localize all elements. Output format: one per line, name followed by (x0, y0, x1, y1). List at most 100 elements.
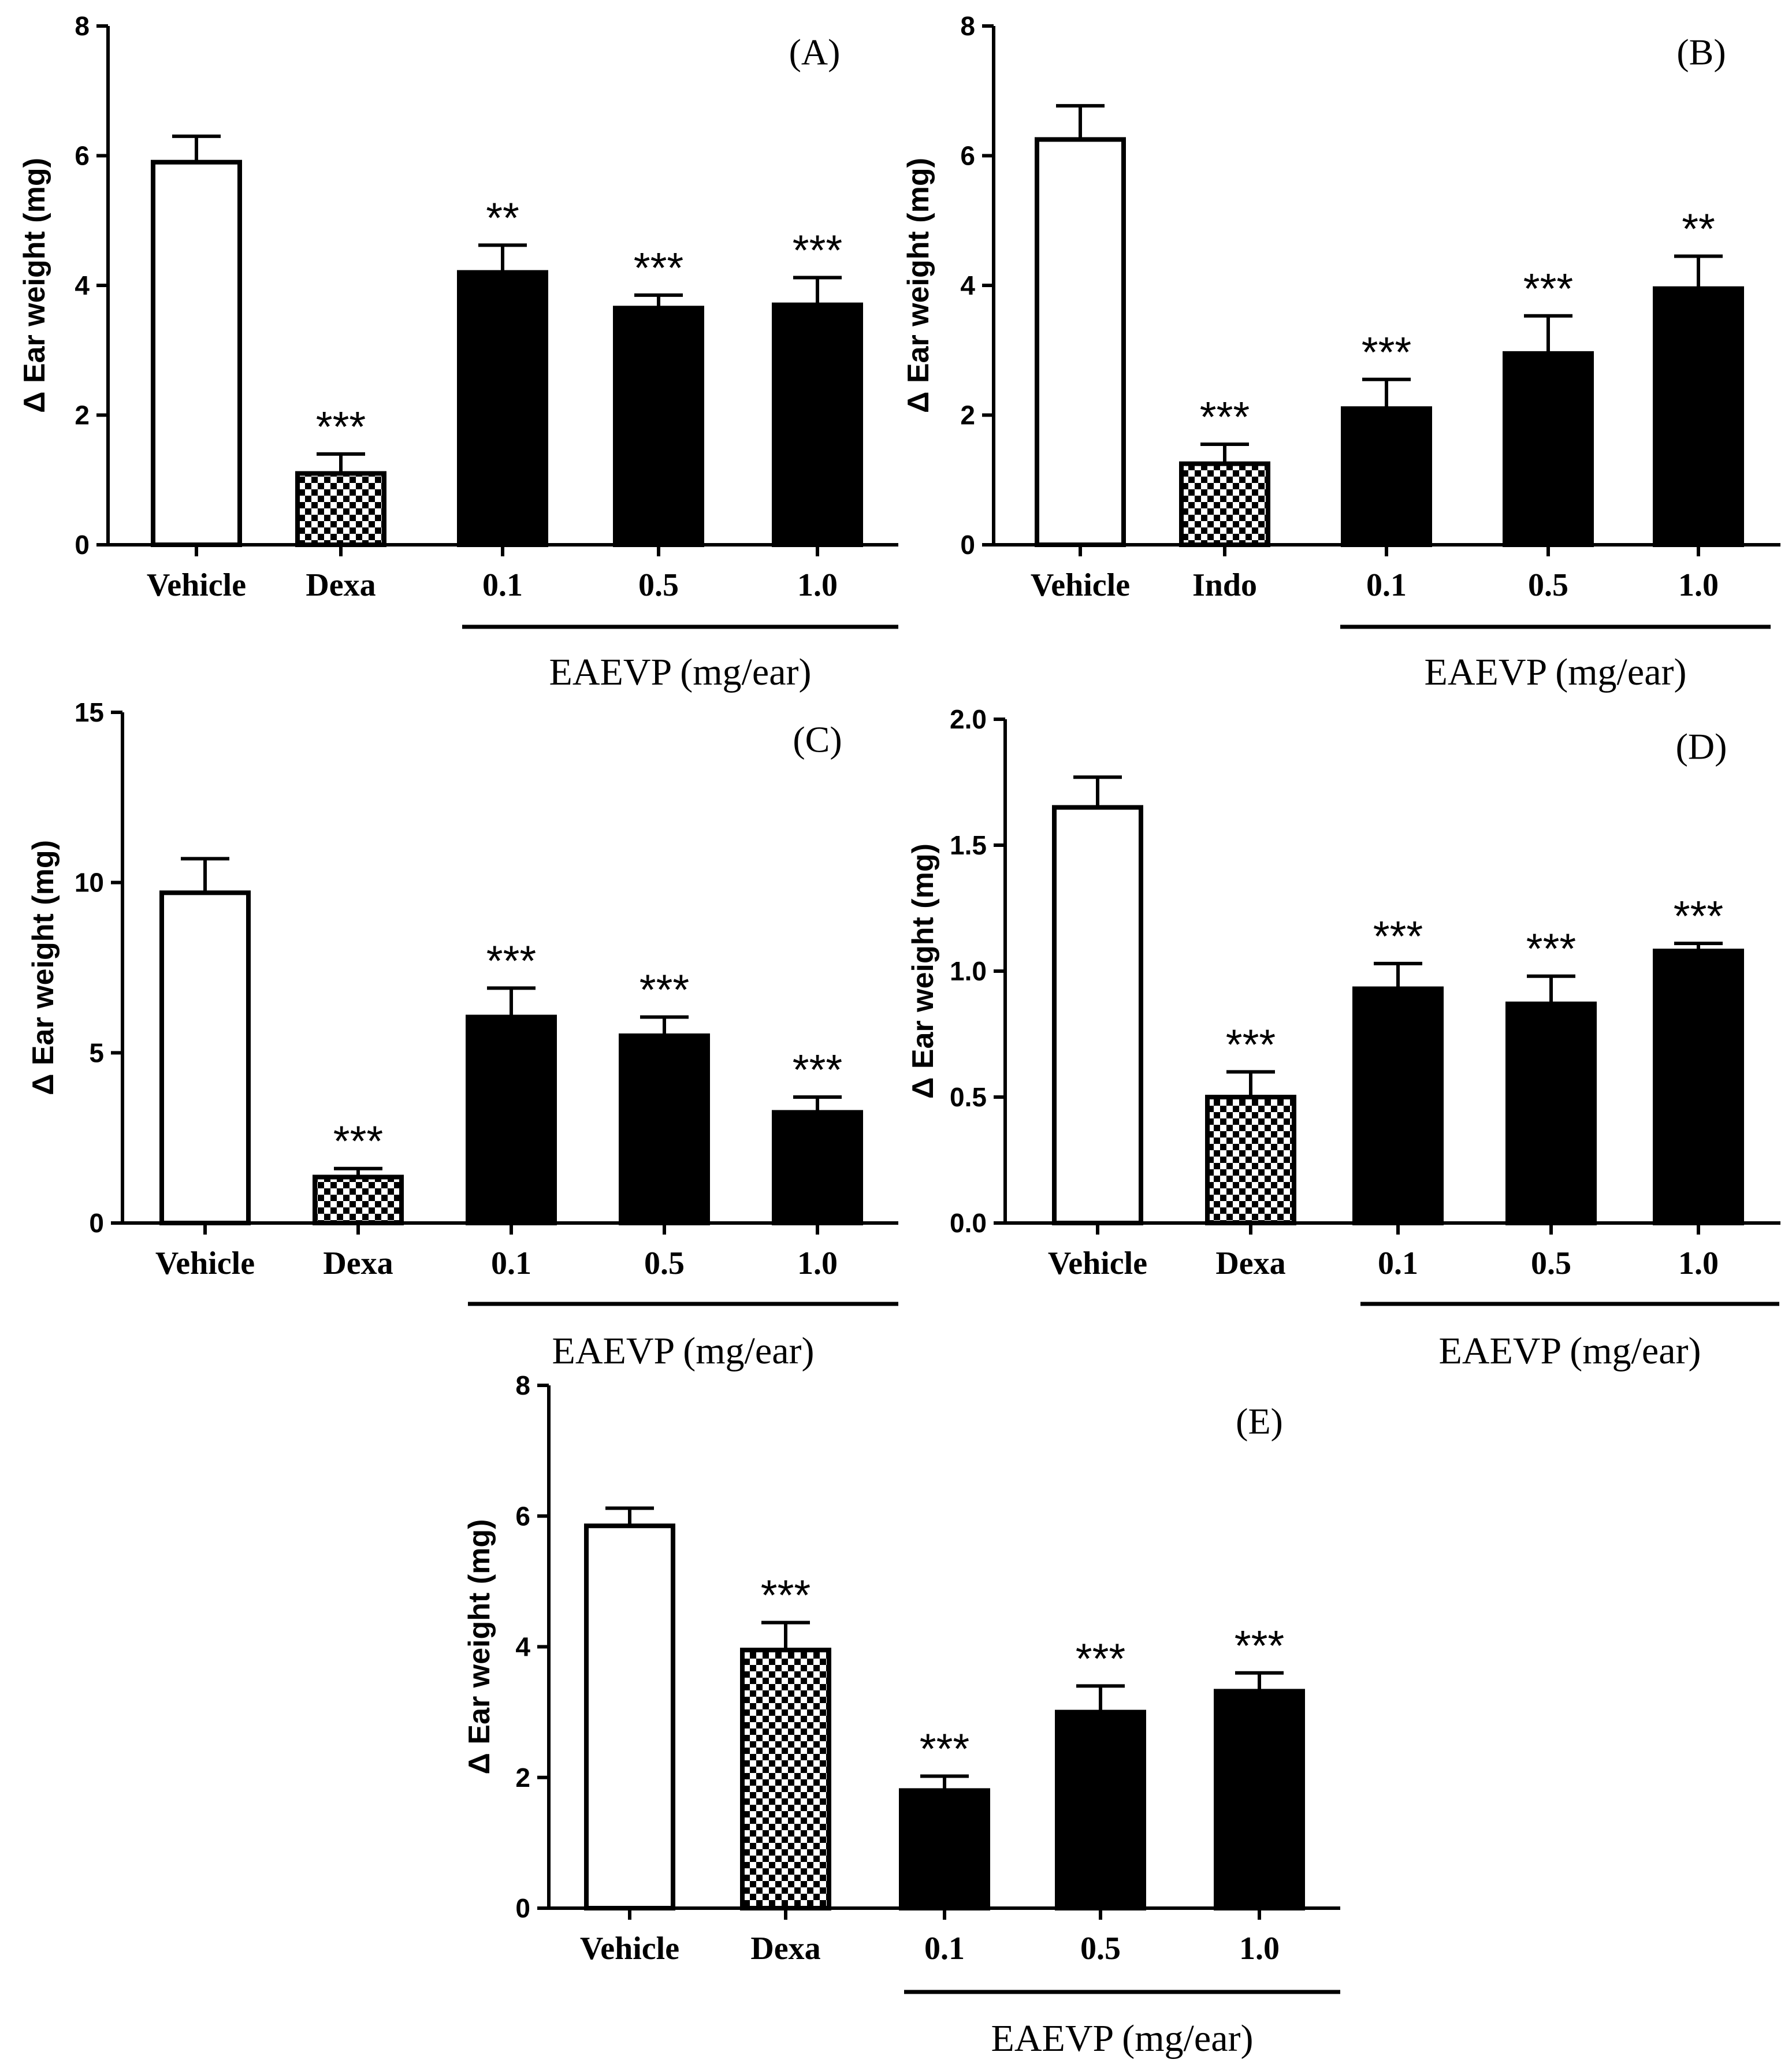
category-label: 1.0 (797, 1246, 838, 1281)
y-tick-label: 8 (75, 11, 90, 41)
panel-a: (A) 0 2 4 6 8 Δ Ear weight (mg) Vehicle *** Dexa *… (18, 11, 898, 693)
bar-0-1 (457, 270, 548, 547)
bar-dexa (1205, 1095, 1296, 1225)
y-tick-label: 0 (960, 530, 975, 560)
significance-mark: *** (1226, 1020, 1276, 1068)
category-label: 1.0 (797, 567, 838, 603)
bar-1-0 (1214, 1689, 1305, 1911)
category-label: 0.5 (644, 1246, 685, 1281)
bar-0-1 (1341, 406, 1432, 548)
significance-mark: *** (1523, 265, 1573, 313)
bar-dexa (313, 1174, 404, 1225)
panel-label: (C) (793, 719, 842, 760)
bar-vehicle (159, 890, 251, 1225)
significance-mark: *** (793, 1046, 842, 1094)
category-label: 1.0 (1239, 1931, 1280, 1967)
category-label: Dexa (750, 1931, 820, 1967)
category-label: 0.1 (1378, 1246, 1418, 1281)
y-tick-label: 6 (515, 1501, 530, 1531)
significance-mark: *** (640, 965, 689, 1013)
y-tick-label: 1.5 (950, 830, 987, 860)
bar-0-5 (1055, 1709, 1146, 1910)
significance-mark: *** (333, 1117, 383, 1165)
panel-label: (A) (789, 32, 841, 73)
y-axis-title: Δ Ear weight (mg) (902, 158, 935, 413)
y-tick-label: 15 (75, 697, 104, 727)
bar-1-0 (772, 302, 863, 547)
significance-mark: *** (761, 1571, 811, 1619)
y-tick-label: 2 (75, 400, 90, 430)
panel-label: (D) (1676, 726, 1727, 767)
y-axis-title: Δ Ear weight (mg) (27, 840, 60, 1095)
y-axis-title: Δ Ear weight (mg) (18, 158, 51, 413)
category-label: 1.0 (1678, 567, 1719, 603)
category-label: Dexa (323, 1246, 393, 1281)
panel-b: (B) 0 2 4 6 8 Δ Ear weight (mg) Vehicle *** Indo *… (902, 11, 1780, 693)
y-tick-label: 10 (75, 868, 104, 898)
panel-c: (C) 0 5 10 15 Δ Ear weight (mg) Vehicle *** Dexa… (27, 697, 898, 1372)
significance-mark: *** (1235, 1622, 1284, 1670)
group-label: EAEVP (mg/ear) (1425, 651, 1687, 693)
bar-1-0 (1653, 949, 1744, 1225)
category-label: 0.5 (1080, 1931, 1121, 1967)
category-label: 0.1 (491, 1246, 531, 1281)
y-tick-label: 4 (515, 1632, 530, 1662)
bar-vehicle (1052, 805, 1143, 1225)
y-tick-label: 0.5 (950, 1082, 987, 1112)
category-label: Dexa (1215, 1246, 1285, 1281)
y-tick-label: 0 (89, 1208, 104, 1238)
bar-dexa (295, 471, 386, 548)
bar-0-1 (466, 1014, 557, 1226)
bar-dexa (740, 1648, 831, 1910)
category-label: Indo (1192, 567, 1257, 603)
bar-0-1 (1352, 986, 1444, 1226)
significance-mark: *** (793, 226, 842, 274)
group-label: EAEVP (mg/ear) (1439, 1330, 1701, 1372)
category-label: 0.5 (1531, 1246, 1571, 1281)
y-tick-label: 8 (960, 11, 975, 41)
category-label: 0.1 (924, 1931, 965, 1967)
significance-mark: *** (316, 403, 366, 451)
group-label: EAEVP (mg/ear) (549, 651, 812, 693)
category-label: 0.5 (638, 567, 679, 603)
y-tick-label: 8 (515, 1370, 530, 1400)
bar-0-5 (619, 1033, 710, 1226)
y-tick-label: 2 (960, 400, 975, 430)
significance-mark: *** (1076, 1634, 1125, 1682)
bar-0-1 (899, 1788, 990, 1910)
category-label: Vehicle (147, 567, 246, 603)
category-label: 1.0 (1678, 1246, 1719, 1281)
bar-1-0 (1653, 286, 1744, 547)
category-label: 0.5 (1528, 567, 1568, 603)
group-label: EAEVP (mg/ear) (991, 2017, 1254, 2060)
significance-mark: ** (486, 194, 519, 241)
category-label: Vehicle (1031, 567, 1130, 603)
category-label: Vehicle (155, 1246, 255, 1281)
y-tick-label: 4 (960, 270, 975, 300)
category-label: Vehicle (1048, 1246, 1147, 1281)
category-label: Vehicle (580, 1931, 679, 1967)
significance-mark: *** (634, 244, 683, 292)
y-tick-label: 6 (960, 141, 975, 171)
bar-1-0 (772, 1110, 863, 1226)
bar-indo (1179, 461, 1270, 547)
significance-mark: *** (1674, 892, 1723, 940)
y-tick-label: 0.0 (950, 1208, 987, 1238)
significance-mark: *** (1373, 912, 1423, 960)
significance-mark: *** (1362, 328, 1411, 376)
category-label: 0.1 (482, 567, 523, 603)
significance-mark: ** (1682, 205, 1715, 252)
y-tick-label: 6 (75, 141, 90, 171)
y-axis-title: Δ Ear weight (mg) (906, 843, 940, 1099)
y-tick-label: 1.0 (950, 956, 987, 986)
bar-0-5 (1505, 1001, 1597, 1226)
group-label: EAEVP (mg/ear) (552, 1330, 815, 1372)
panel-label: (B) (1676, 32, 1726, 73)
y-tick-label: 0 (75, 530, 90, 560)
category-label: 0.1 (1366, 567, 1407, 603)
panel-d: (D) 0.0 0.5 1.0 1.5 2.0 Δ Ear weight (mg) Vehic… (906, 704, 1780, 1372)
bar-vehicle (1035, 137, 1126, 547)
bar-vehicle (151, 159, 242, 548)
category-label: Dexa (306, 567, 375, 603)
